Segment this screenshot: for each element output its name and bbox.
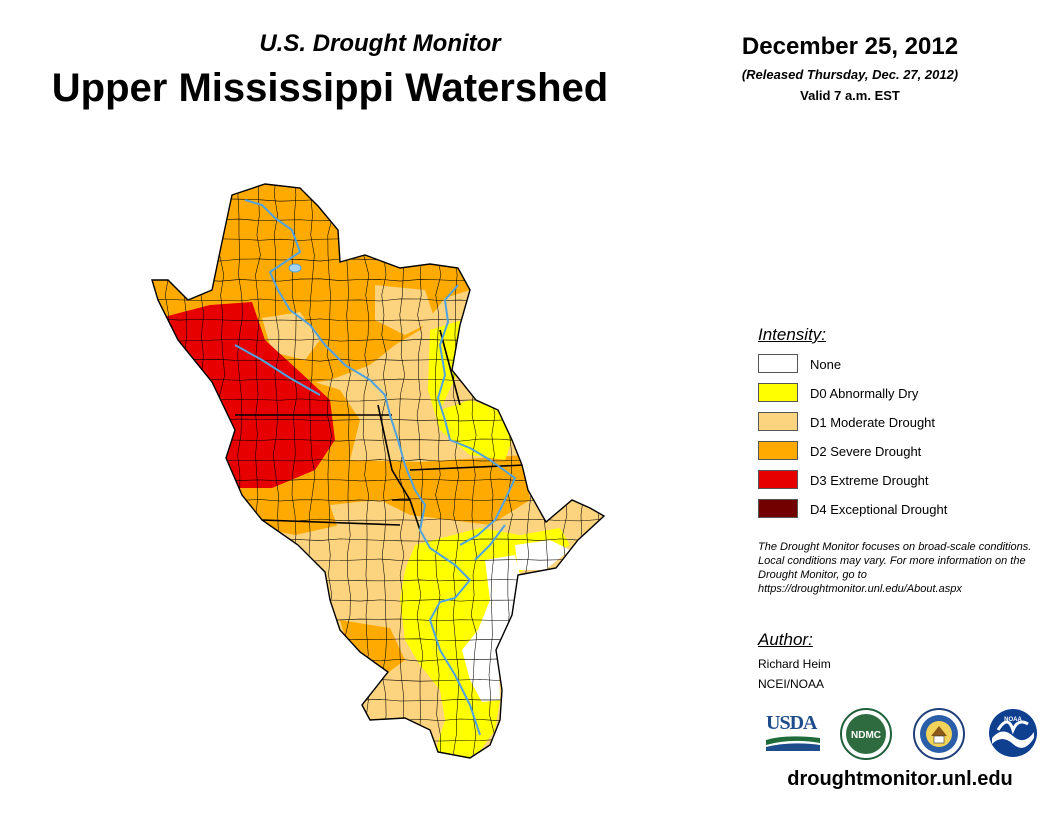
ndmc-logo-text: NDMC <box>851 730 881 741</box>
eagle-icon <box>931 726 947 736</box>
county-line-vertical <box>596 184 604 758</box>
legend-label: D3 Extreme Drought <box>810 473 929 488</box>
commerce-logo <box>913 708 965 760</box>
legend-label: D0 Abnormally Dry <box>810 386 919 401</box>
noaa-bird-icon <box>996 720 1029 735</box>
legend-swatch <box>758 470 798 489</box>
map-subtitle: U.S. Drought Monitor <box>259 30 501 57</box>
usda-logo: USDA <box>766 712 820 752</box>
d1-pocket-north-east <box>375 285 435 335</box>
watershed-drought-map <box>140 179 605 761</box>
drought-category-areas <box>140 179 604 761</box>
lake <box>288 263 302 273</box>
state-line-ia-mo <box>261 519 401 526</box>
legend-swatch <box>758 354 798 373</box>
noaa-logo: NOAA <box>989 709 1037 757</box>
state-boundaries <box>235 329 526 531</box>
monitor-note: The Drought Monitor focuses on broad-sca… <box>758 541 1032 595</box>
state-line-wi-il <box>409 464 526 471</box>
d3-extreme-drought-area <box>160 302 335 488</box>
county-line-vertical <box>152 184 154 758</box>
author-heading: Author: <box>758 630 813 649</box>
usda-logo-text: USDA <box>766 712 817 734</box>
d2-severe-drought-south <box>340 620 405 675</box>
legend-heading: Intensity: <box>758 325 827 344</box>
legend-swatch <box>758 383 798 402</box>
author-name: Richard Heim <box>758 657 831 671</box>
legend-label: D1 Moderate Drought <box>810 415 936 430</box>
county-line-vertical <box>398 184 406 758</box>
ndmc-logo: NDMC <box>840 708 892 760</box>
county-line-vertical <box>524 184 532 758</box>
county-line-vertical <box>200 184 208 758</box>
legend-label: D2 Severe Drought <box>810 444 922 459</box>
county-line-horizontal <box>140 759 600 761</box>
wisconsin-illinois-river <box>437 284 516 546</box>
county-line-vertical <box>542 184 550 758</box>
release-date: (Released Thursday, Dec. 27, 2012) <box>741 67 959 82</box>
d1-pocket-north-central <box>262 312 320 360</box>
county-line-vertical <box>434 184 442 758</box>
rivers <box>234 199 516 736</box>
county-line-vertical <box>452 184 460 758</box>
legend-label: D4 Exceptional Drought <box>810 502 948 517</box>
valid-time: Valid 7 a.m. EST <box>800 88 900 103</box>
d0-abnormally-dry-east <box>428 320 512 460</box>
no-drought-south <box>462 555 520 702</box>
map-title: Upper Mississippi Watershed <box>51 66 609 110</box>
county-line-horizontal <box>152 738 601 742</box>
illinois-river <box>474 524 506 561</box>
state-line-wi-ia <box>377 404 421 531</box>
no-drought-southeast <box>515 540 570 570</box>
minnesota-river <box>234 344 321 396</box>
county-line-vertical <box>164 184 171 758</box>
legend-label: None <box>810 357 842 372</box>
website-url[interactable]: droughtmonitor.unl.edu <box>787 768 1013 790</box>
mississippi-river <box>244 199 481 736</box>
county-line-vertical <box>578 184 586 758</box>
county-line-horizontal <box>152 218 601 222</box>
usda-hills-icon <box>766 736 820 751</box>
county-line-horizontal <box>140 179 600 181</box>
noaa-logo-text: NOAA <box>1004 717 1022 723</box>
county-line-horizontal <box>152 678 601 682</box>
county-line-horizontal <box>152 198 601 202</box>
legend-swatch <box>758 412 798 431</box>
legend-swatch <box>758 441 798 460</box>
county-line-vertical <box>182 184 190 758</box>
legend-swatch <box>758 499 798 518</box>
county-line-vertical <box>416 184 424 758</box>
author-org: NCEI/NOAA <box>758 677 825 691</box>
county-line-vertical <box>561 184 568 758</box>
state-line-wi-mi <box>439 329 461 406</box>
map-date: December 25, 2012 <box>741 33 959 60</box>
county-line-horizontal <box>152 238 601 242</box>
